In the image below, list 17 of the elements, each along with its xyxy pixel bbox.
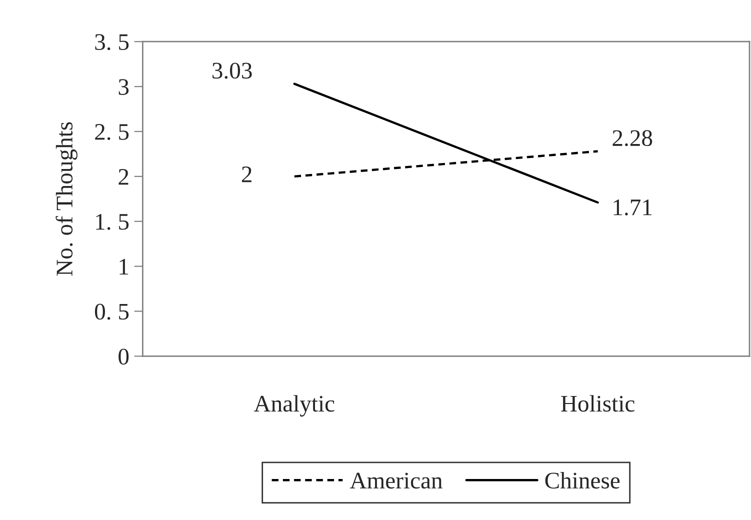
y-axis-title: No. of Thoughts [56,122,78,276]
y-tick-label: 2. 5 [95,124,129,140]
x-tick-label: Holistic [561,395,634,412]
data-label: 2.28 [612,130,652,146]
y-tick-label: 3 [118,79,129,95]
data-label: 2 [242,166,252,182]
data-label: 3.03 [212,62,252,79]
x-tick-label: Analytic [254,395,334,417]
legend-label: American [350,472,442,489]
y-tick-label: 0. 5 [94,304,129,320]
y-tick-label: 1. 5 [96,214,129,230]
legend-label: Chinese [545,472,620,489]
y-tick-label: 1 [120,258,128,275]
y-tick-label: 0 [118,348,129,365]
y-tick-label: 3. 5 [95,34,129,50]
data-label: 1.71 [614,200,652,216]
y-tick-label: 2 [118,168,128,185]
